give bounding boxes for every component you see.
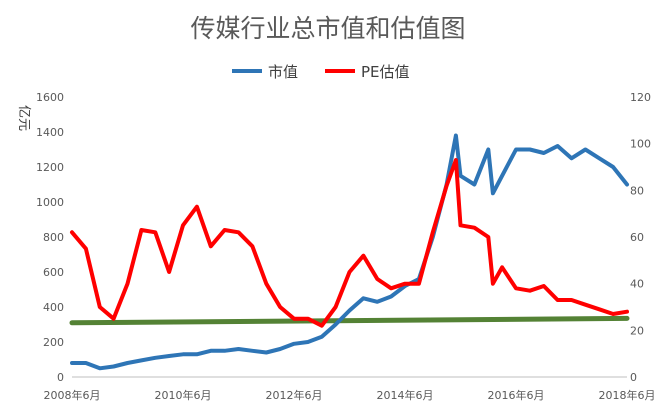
left-tick-label: 800 (43, 231, 64, 244)
x-tick-label: 2018年6月 (599, 388, 656, 402)
right-tick-label: 40 (630, 278, 644, 291)
left-tick-label: 200 (43, 336, 64, 349)
left-tick-label: 1200 (36, 161, 64, 174)
series-reference-line (69, 315, 630, 326)
chart-title: 传媒行业总市值和估值图 (190, 14, 465, 43)
right-tick-label: 120 (630, 91, 651, 104)
left-tick-label: 1000 (36, 196, 64, 209)
legend: 市值 PE估值 (232, 63, 410, 81)
right-tick-label: 20 (630, 324, 644, 337)
x-axis-ticks: 2008年6月 2010年6月 2012年6月 2014年6月 2016年6月 2018年… (44, 388, 656, 402)
right-tick-label: 0 (630, 371, 637, 384)
left-axis-ticks: 0 200 400 600 800 1000 1200 1400 1600 (36, 91, 64, 384)
y-axis-unit-label: 亿元 (16, 105, 31, 131)
right-tick-label: 80 (630, 184, 644, 197)
x-tick-label: 2010年6月 (155, 388, 212, 402)
left-tick-label: 1400 (36, 126, 64, 139)
left-tick-label: 1600 (36, 91, 64, 104)
legend-label-pe: PE估值 (361, 63, 410, 81)
left-tick-label: 0 (57, 371, 64, 384)
x-tick-label: 2012年6月 (266, 388, 323, 402)
left-tick-label: 600 (43, 266, 64, 279)
series-layer (69, 133, 630, 371)
x-tick-label: 2008年6月 (44, 388, 101, 402)
series-market-cap-line (70, 133, 629, 371)
x-tick-label: 2016年6月 (488, 388, 545, 402)
series-pe-line (70, 158, 629, 328)
right-axis-ticks: 0 20 40 60 80 100 120 (630, 91, 651, 384)
x-tick-label: 2014年6月 (377, 388, 434, 402)
legend-label-market-cap: 市值 (268, 63, 298, 81)
right-tick-label: 60 (630, 231, 644, 244)
left-tick-label: 400 (43, 301, 64, 314)
right-tick-label: 100 (630, 138, 651, 151)
